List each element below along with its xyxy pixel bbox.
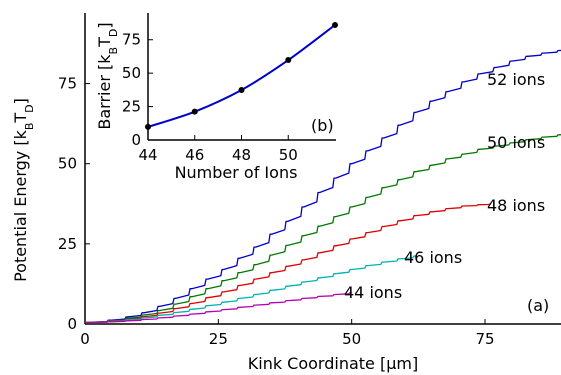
inset-plot: 44 46 48 50 0 25 50 75 Number of Ions Barrier … — [95, 13, 338, 182]
inset-data-point — [145, 123, 151, 130]
inset-data-point — [285, 57, 292, 64]
series-line — [84, 134, 561, 324]
inset-x-tick-label: 46 — [185, 146, 204, 164]
inset-y-tick-label: 75 — [122, 31, 141, 49]
series-line — [84, 203, 491, 324]
main-y-axis-label: Potential Energy [kBTD] — [11, 98, 36, 282]
main-y-ticks: 0 25 50 75 — [58, 75, 90, 333]
inset-data-point — [238, 87, 245, 94]
inset-points — [145, 22, 338, 130]
inset-y-tick-label: 50 — [122, 64, 141, 82]
inset-background — [148, 13, 336, 140]
series-label: 44 ions — [344, 283, 402, 302]
inset-data-point — [191, 108, 198, 115]
series-label: 48 ions — [487, 196, 545, 215]
inset-x-tick-label: 44 — [138, 146, 157, 164]
main-y-tick-label: 0 — [67, 315, 77, 333]
series-label: 46 ions — [404, 248, 462, 267]
series-line — [84, 49, 561, 324]
inset-y-ticks: 0 25 50 75 — [122, 31, 153, 149]
inset-y-tick-label: 0 — [131, 131, 141, 149]
inset-y-axis-label: Barrier [kBTD] — [95, 22, 120, 129]
main-x-axis-label: Kink Coordinate [μm] — [248, 354, 418, 373]
main-y-tick-label: 75 — [58, 75, 77, 93]
main-panel-label: (a) — [527, 296, 549, 315]
main-x-tick-label: 75 — [475, 330, 494, 348]
main-x-tick-label: 0 — [80, 330, 90, 348]
main-plot: 0 25 50 75 0 25 50 75 52 ions 50 ions 48 ions 46 … — [11, 13, 561, 373]
main-x-ticks: 0 25 50 75 — [80, 319, 495, 348]
series-label: 52 ions — [487, 70, 545, 89]
inset-data-point — [332, 22, 338, 29]
inset-x-axis-label: Number of Ions — [175, 163, 298, 182]
series-line — [84, 291, 352, 324]
series-label: 50 ions — [487, 133, 545, 152]
inset-x-ticks: 44 46 48 50 — [138, 135, 298, 164]
inset-x-tick-label: 48 — [232, 146, 251, 164]
inset-y-tick-label: 25 — [122, 98, 141, 116]
main-x-tick-label: 50 — [342, 330, 361, 348]
main-series-group — [84, 49, 561, 324]
main-y-tick-label: 50 — [58, 155, 77, 173]
series-line — [84, 255, 416, 324]
inset-panel-label: (b) — [311, 116, 334, 135]
inset-x-tick-label: 50 — [279, 146, 298, 164]
main-y-tick-label: 25 — [58, 235, 77, 253]
main-x-tick-label: 25 — [209, 330, 228, 348]
